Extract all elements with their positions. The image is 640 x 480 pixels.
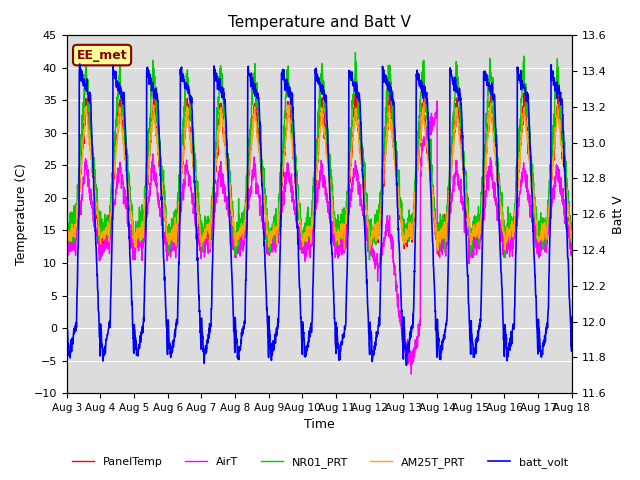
Y-axis label: Batt V: Batt V xyxy=(612,195,625,234)
Legend: PanelTemp, AirT, NR01_PRT, AM25T_PRT, batt_volt: PanelTemp, AirT, NR01_PRT, AM25T_PRT, ba… xyxy=(68,452,572,472)
Title: Temperature and Batt V: Temperature and Batt V xyxy=(228,15,411,30)
Y-axis label: Temperature (C): Temperature (C) xyxy=(15,163,28,265)
X-axis label: Time: Time xyxy=(304,419,335,432)
Text: EE_met: EE_met xyxy=(77,48,127,61)
